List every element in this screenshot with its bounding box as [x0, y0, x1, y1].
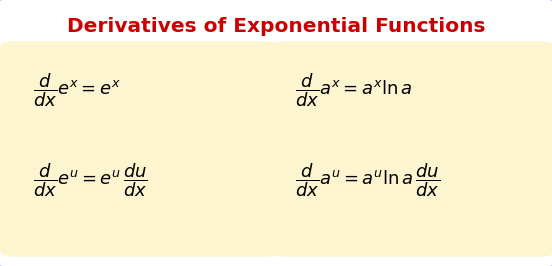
FancyBboxPatch shape: [0, 41, 279, 257]
Text: $\dfrac{d}{dx}a^{x} = a^{x}\ln a$: $\dfrac{d}{dx}a^{x} = a^{x}\ln a$: [295, 72, 412, 110]
FancyBboxPatch shape: [270, 41, 552, 257]
Text: $\dfrac{d}{dx}a^{u} = a^{u}\ln a\,\dfrac{du}{dx}$: $\dfrac{d}{dx}a^{u} = a^{u}\ln a\,\dfrac…: [295, 161, 440, 199]
Text: $\dfrac{d}{dx}e^{x} = e^{x}$: $\dfrac{d}{dx}e^{x} = e^{x}$: [33, 72, 121, 110]
Text: Derivatives of Exponential Functions: Derivatives of Exponential Functions: [67, 17, 485, 36]
Text: $\dfrac{d}{dx}e^{u} = e^{u}\,\dfrac{du}{dx}$: $\dfrac{d}{dx}e^{u} = e^{u}\,\dfrac{du}{…: [33, 161, 148, 199]
